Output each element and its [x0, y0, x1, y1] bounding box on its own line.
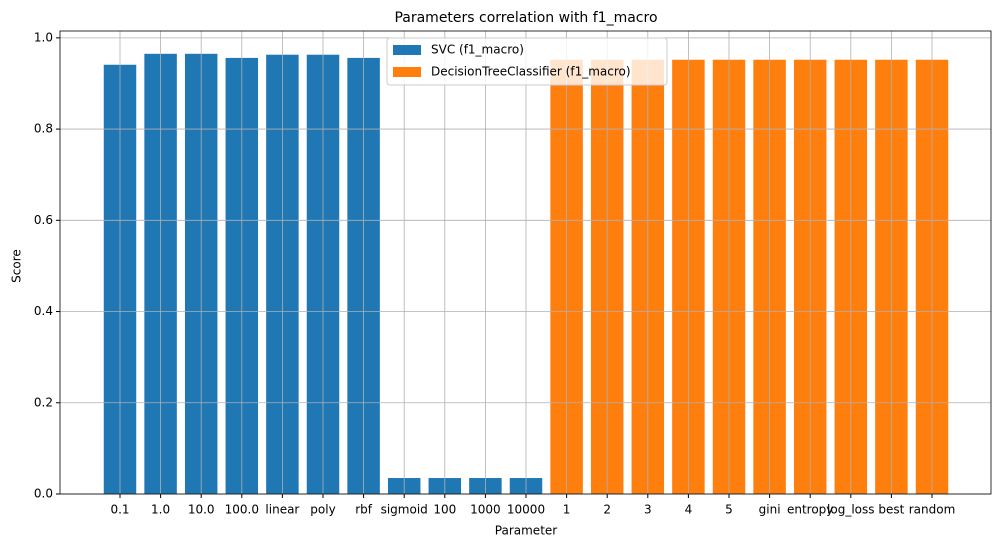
x-tick-label: poly	[310, 503, 335, 517]
x-tick-label: sigmoid	[381, 503, 428, 517]
y-tick-label: 0.6	[34, 213, 53, 227]
x-tick-label: 1000	[470, 503, 501, 517]
x-tick-label: 100.0	[225, 503, 259, 517]
x-tick-label: 100	[433, 503, 456, 517]
x-tick-label: 1	[563, 503, 571, 517]
y-tick-label: 0.0	[34, 487, 53, 501]
y-axis-label: Score	[10, 249, 24, 283]
x-tick-label: best	[878, 503, 904, 517]
plot-frame	[59, 30, 992, 495]
legend-label: SVC (f1_macro)	[431, 43, 524, 57]
x-tick-label: 0.1	[110, 503, 129, 517]
x-tick-label: linear	[265, 503, 299, 517]
x-tick-label: 3	[644, 503, 652, 517]
x-tick-label: 10.0	[188, 503, 215, 517]
x-tick-label: random	[909, 503, 956, 517]
legend-swatch	[393, 67, 421, 77]
x-tick-label: entropy	[787, 503, 833, 517]
legend: SVC (f1_macro) DecisionTreeClassifier (f1…	[386, 37, 668, 86]
x-tick-label: 4	[685, 503, 693, 517]
x-tick-label: 2	[603, 503, 611, 517]
legend-label: DecisionTreeClassifier (f1_macro)	[431, 65, 631, 79]
x-tick-label: 5	[725, 503, 733, 517]
y-tick-label: 0.8	[34, 122, 53, 136]
x-tick-label: 1.0	[151, 503, 170, 517]
y-tick-label: 0.4	[34, 304, 53, 318]
x-tick-label: log_loss	[827, 503, 874, 517]
x-axis-label: Parameter	[495, 524, 557, 538]
legend-box	[386, 37, 668, 86]
x-tick-label: rbf	[355, 503, 373, 517]
chart-title: Parameters correlation with f1_macro	[394, 10, 657, 26]
legend-swatch	[393, 45, 421, 55]
y-tick-label: 0.2	[34, 395, 53, 409]
y-tick-label: 1.0	[34, 30, 53, 44]
x-tick-label: 10000	[507, 503, 545, 517]
x-tick-label: gini	[759, 503, 781, 517]
